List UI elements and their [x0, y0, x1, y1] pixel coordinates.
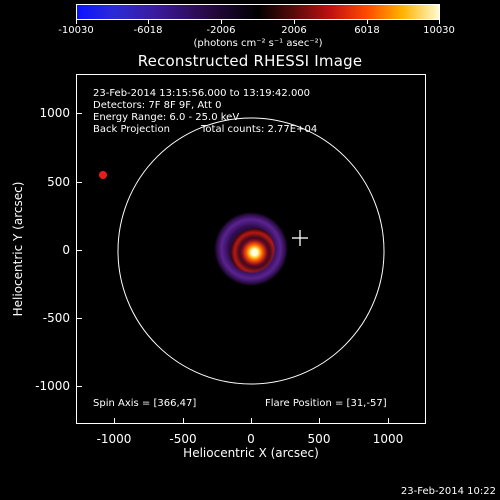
y-axis-tick	[76, 250, 82, 251]
x-axis-tick	[319, 418, 320, 424]
energy-range-text: Energy Range: 6.0 - 25.0 keV	[93, 112, 240, 123]
y-tick-label: -1000	[35, 379, 70, 393]
colorbar-tick-label: 2006	[281, 25, 307, 36]
rhessi-image-plot: 23-Feb-2014 13:15:56.000 to 13:19:42.000…	[76, 74, 426, 424]
y-axis-tick	[76, 113, 82, 114]
x-tick-label: 500	[307, 432, 331, 446]
colorbar-tick	[221, 20, 222, 24]
colorbar	[76, 4, 440, 20]
time-range-text: 23-Feb-2014 13:15:56.000 to 13:19:42.000	[93, 88, 311, 99]
colorbar-tick	[76, 20, 77, 24]
y-axis-tick	[76, 182, 82, 183]
y-tick-label: 500	[47, 175, 70, 189]
colorbar-tick-label: -10030	[58, 25, 94, 36]
x-axis-label: Heliocentric X (arcsec)	[183, 446, 319, 460]
spin-axis-text: Spin Axis = [366,47]	[93, 398, 197, 409]
y-tick-label: 0	[62, 243, 70, 257]
x-tick-label: -1000	[96, 432, 132, 446]
x-tick-label: -500	[169, 432, 197, 446]
colorbar-tick-label: -6018	[133, 25, 163, 36]
side-source-blob	[99, 171, 107, 179]
x-axis-tick	[183, 418, 184, 424]
colorbar-tick	[439, 20, 440, 24]
x-tick-label: 0	[247, 432, 255, 446]
x-axis-tick	[251, 418, 252, 424]
colorbar-unit-label: (photons cm⁻² s⁻¹ asec⁻²)	[193, 38, 323, 49]
image-title: Reconstructed RHESSI Image	[137, 52, 363, 70]
plot-overlay	[99, 117, 385, 385]
colorbar-tick	[294, 20, 295, 24]
y-tick-label: 1000	[39, 106, 70, 120]
solar-limb-circle	[117, 117, 385, 385]
x-axis-tick	[114, 418, 115, 424]
method-text: Back Projection	[93, 124, 170, 135]
plot-timestamp: 23-Feb-2014 10:22	[400, 486, 496, 497]
y-axis-tick	[76, 386, 82, 387]
flare-position-text: Flare Position = [31,-57]	[265, 398, 387, 409]
total-counts-text: Total counts: 2.77E+04	[201, 124, 318, 135]
detectors-text: Detectors: 7F 8F 9F, Att 0	[93, 100, 222, 111]
x-axis-tick	[388, 418, 389, 424]
colorbar-tick	[367, 20, 368, 24]
colorbar-tick-label: -2006	[206, 25, 236, 36]
colorbar-tick-label: 6018	[354, 25, 380, 36]
y-axis-tick	[76, 318, 82, 319]
colorbar-tick	[148, 20, 149, 24]
y-tick-label: -500	[42, 311, 70, 325]
colorbar-tick-label: 10030	[423, 25, 455, 36]
x-tick-label: 1000	[372, 432, 404, 446]
y-axis-label: Heliocentric Y (arcsec)	[11, 181, 25, 317]
